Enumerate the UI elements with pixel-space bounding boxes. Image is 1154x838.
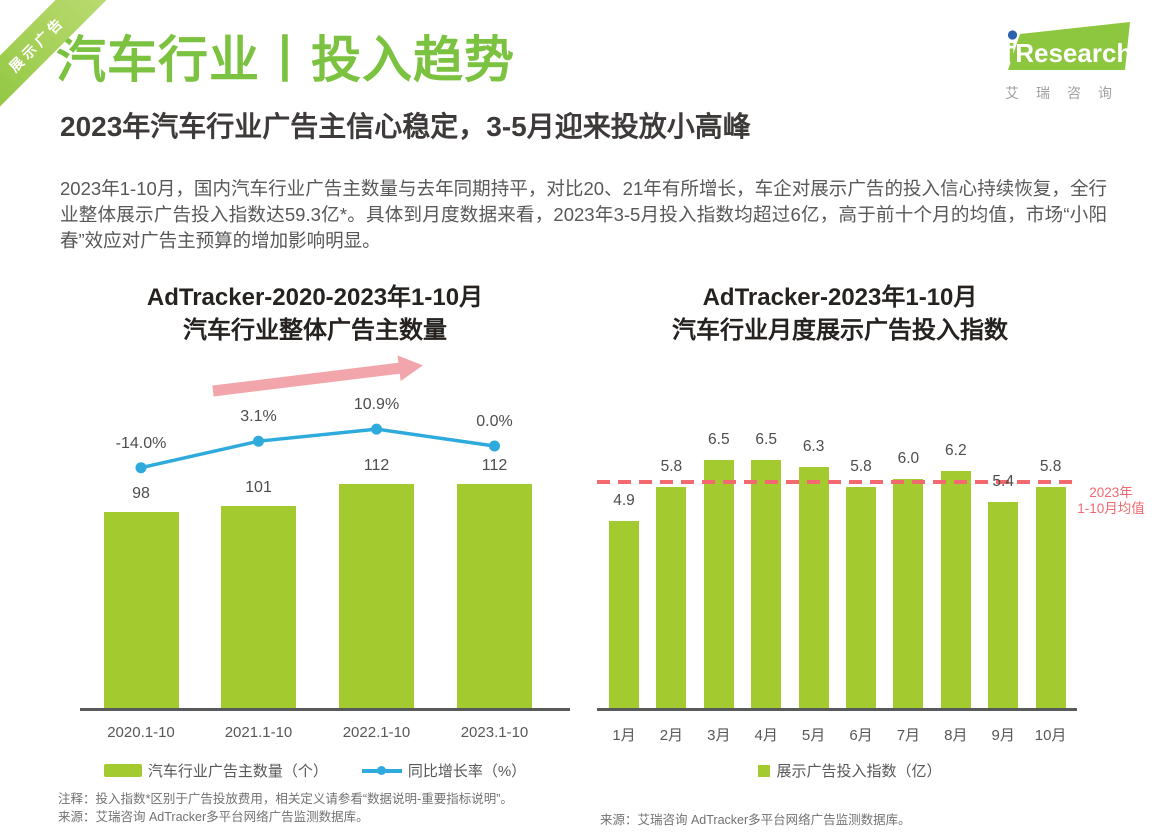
monthly-index-bar — [1035, 486, 1066, 710]
monthly-index-bar — [893, 479, 924, 710]
bar-value-label: 6.3 — [802, 438, 825, 456]
right-chart-x-axis — [597, 708, 1077, 711]
bar-value-label: 6.5 — [708, 430, 730, 448]
bar-value-label: 5.8 — [1039, 457, 1062, 475]
legend-item-growth-rate: 同比增长率（%） — [361, 760, 527, 781]
logo-blue-dot — [1007, 30, 1018, 40]
left-chart-title-line2: 汽车行业整体广告主数量 — [183, 317, 447, 344]
x-axis-label: 4月 — [754, 727, 778, 744]
growth-line-point — [253, 435, 264, 447]
advertiser-count-chart-plot: 98 101 112 112 -14.0% 3.1% 10.9% 0.0% — [60, 355, 570, 711]
monthly-index-chart-plot: 2023年 1-10月均值 4.9 5.8 6.5 6.5 6.3 5.8 6.0 6.2 5.… — [595, 431, 1145, 711]
growth-rate-label: 10.9% — [353, 396, 400, 414]
note-line: 注释：投入指数*区别于广告投放费用，相关定义请参看“数据说明-重要指标说明”。 — [58, 792, 513, 806]
monthly-index-bar — [940, 471, 971, 710]
average-line-label: 2023年 1-10月均值 — [1071, 485, 1151, 517]
monthly-index-bar — [703, 459, 734, 710]
bar-value-label: 5.8 — [850, 457, 872, 475]
bar-value-label: 5.4 — [992, 473, 1014, 491]
bar-value-label: 6.0 — [897, 450, 920, 467]
logo-i: i — [1008, 38, 1015, 68]
average-line-label-line2: 1-10月均值 — [1077, 501, 1145, 516]
page-subtitle: 2023年汽车行业广告主信心稳定，3-5月迎来投放小高峰 — [60, 111, 751, 142]
x-axis-label: 8月 — [944, 727, 968, 744]
x-axis-label: 2022.1-10 — [342, 724, 411, 741]
bar-value-label: 4.9 — [613, 492, 635, 510]
iresearch-logo: iResearch 艾瑞咨询 — [1000, 22, 1132, 106]
left-chart-legend: 汽车行业广告主数量（个） 同比增长率（%） — [60, 760, 570, 781]
x-axis-label: 5月 — [801, 727, 826, 744]
right-chart-x-labels: 1月 2月 3月 4月 5月 6月 7月 8月 9月 10月 — [595, 724, 1105, 744]
trend-arrow — [212, 355, 423, 397]
bar-value-label: 6.2 — [945, 442, 967, 460]
bar-value-label: 98 — [132, 485, 150, 503]
logo-research: Research — [1015, 38, 1132, 68]
iresearch-logo-graphic: iResearch 艾瑞咨询 — [1005, 22, 1132, 101]
legend-label: 汽车行业广告主数量（个） — [147, 763, 328, 780]
right-chart-title-line1: AdTracker-2023年1-10月 — [702, 284, 978, 311]
advertiser-count-bar — [339, 483, 414, 710]
advertiser-count-bar — [103, 512, 179, 710]
growth-line-point — [489, 440, 500, 452]
advertiser-count-bar — [221, 505, 296, 710]
page-title: 汽车行业丨投入趋势 — [56, 32, 515, 88]
bar-value-label: 112 — [363, 456, 390, 474]
monthly-index-bar — [988, 502, 1019, 710]
logo-brand-text: iResearch — [1008, 38, 1132, 68]
growth-rate-line — [135, 423, 500, 474]
growth-rate-label: 0.0% — [476, 413, 513, 430]
right-chart-title: AdTracker-2023年1-10月 汽车行业月度展示广告投入指数 — [585, 281, 1095, 347]
left-chart-x-axis — [80, 708, 570, 711]
legend-label: 同比增长率（%） — [407, 763, 527, 780]
logo-flag-shape — [1008, 22, 1130, 70]
monthly-index-bar — [609, 521, 639, 710]
legend-label: 展示广告投入指数（亿） — [776, 763, 942, 780]
green-bar-swatch-icon — [103, 764, 142, 777]
monthly-index-bar — [656, 486, 687, 710]
left-footnote: 注释：投入指数*区别于广告投放费用，相关定义请参看“数据说明-重要指标说明”。 … — [58, 791, 513, 826]
green-square-swatch-icon — [758, 764, 771, 777]
x-axis-label: 2月 — [659, 727, 684, 744]
bar-value-label: 6.5 — [755, 430, 777, 448]
average-dashed-line — [597, 480, 1078, 484]
logo-chinese-name: 艾瑞咨询 — [1005, 85, 1129, 101]
advertiser-count-bar — [457, 483, 532, 710]
bar-value-label: 112 — [481, 456, 508, 474]
source-line: 来源：艾瑞咨询 AdTracker多平台网络广告监测数据库。 — [600, 813, 911, 827]
monthly-index-bar — [798, 467, 829, 710]
monthly-index-bar — [846, 486, 876, 710]
bar-value-label: 5.8 — [660, 457, 683, 475]
x-axis-label: 1月 — [612, 727, 636, 744]
left-chart-x-labels: 2020.1-10 2021.1-10 2022.1-10 2023.1-10 — [60, 724, 570, 744]
left-chart-title-line1: AdTracker-2020-2023年1-10月 — [146, 284, 484, 311]
average-line-label-line1: 2023年 — [1089, 485, 1133, 500]
x-axis-label: 2023.1-10 — [460, 724, 529, 741]
x-axis-label: 10月 — [1034, 727, 1067, 744]
growth-line-point — [371, 423, 382, 435]
x-axis-label: 7月 — [896, 727, 921, 744]
growth-line-point — [135, 462, 147, 474]
growth-rate-label: 3.1% — [240, 408, 277, 426]
intro-paragraph: 2023年1-10月，国内汽车行业广告主数量与去年同期持平，对比20、21年有所… — [60, 178, 1107, 251]
right-chart-title-line2: 汽车行业月度展示广告投入指数 — [672, 317, 1008, 344]
right-chart-legend: 展示广告投入指数（亿） — [595, 760, 1105, 781]
bar-value-label: 101 — [245, 478, 272, 496]
x-axis-label: 2020.1-10 — [107, 724, 175, 741]
x-axis-label: 9月 — [991, 727, 1015, 744]
legend-item-advertiser-count: 汽车行业广告主数量（个） — [103, 760, 328, 781]
blue-line-swatch-icon — [361, 764, 402, 777]
x-axis-label: 2021.1-10 — [224, 724, 293, 741]
x-axis-label: 6月 — [849, 727, 873, 744]
monthly-index-bar — [751, 459, 782, 710]
right-footnote: 来源：艾瑞咨询 AdTracker多平台网络广告监测数据库。 — [600, 812, 911, 830]
source-line: 来源：艾瑞咨询 AdTracker多平台网络广告监测数据库。 — [58, 809, 369, 824]
x-axis-label: 3月 — [707, 727, 731, 744]
left-chart-title: AdTracker-2020-2023年1-10月 汽车行业整体广告主数量 — [60, 281, 570, 347]
growth-rate-label: -14.0% — [115, 434, 167, 452]
